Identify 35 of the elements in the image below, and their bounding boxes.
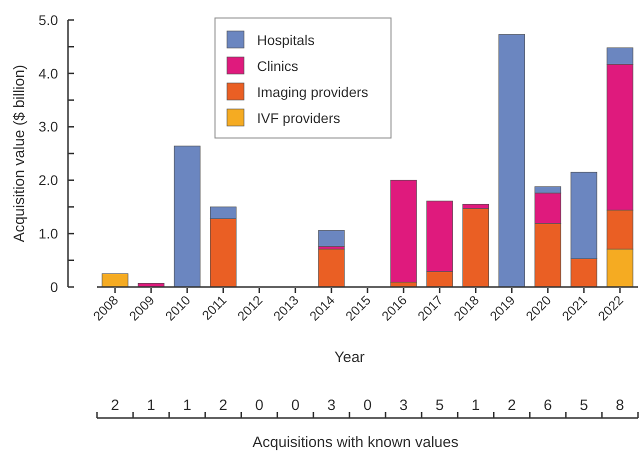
y-tick-label: 2.0 [38,172,58,188]
bar [318,248,345,288]
text: 2 [508,397,516,414]
y-tick-label: 3.0 [38,118,58,135]
text: Acquisitions with known values [252,434,458,451]
legend-label: Clinics [257,58,298,74]
bar [318,230,345,247]
bar [498,34,526,288]
text: 0 [363,397,372,414]
bar [390,180,417,282]
text: 0 [291,397,300,414]
text: 6 [544,397,552,414]
text: 1 [472,397,480,414]
x-axis-title: Year [334,349,365,366]
text: 1 [146,397,156,414]
bar [462,208,489,288]
y-tick-label: 5.0 [38,12,58,28]
text: 2 [219,397,228,414]
y-tick-label: 1.0 [38,226,58,242]
y-axis-title: Acquisition value ($ billion) [11,64,28,242]
text: 5 [580,397,588,414]
text: 3 [399,397,408,414]
text: 8 [616,397,624,414]
text: 0 [255,397,264,414]
legend-label: IVF providers [257,110,340,126]
legend-label: Hospitals [257,32,315,48]
text: 1 [182,397,192,414]
legend-label: Imaging providers [257,84,368,100]
bar [174,146,200,288]
y-tick-label: 0 [50,278,58,295]
text: 3 [327,397,336,414]
bar [102,273,128,288]
text: 5 [435,397,444,414]
y-tick-label: 4.0 [38,65,58,82]
text: 2 [110,397,120,414]
